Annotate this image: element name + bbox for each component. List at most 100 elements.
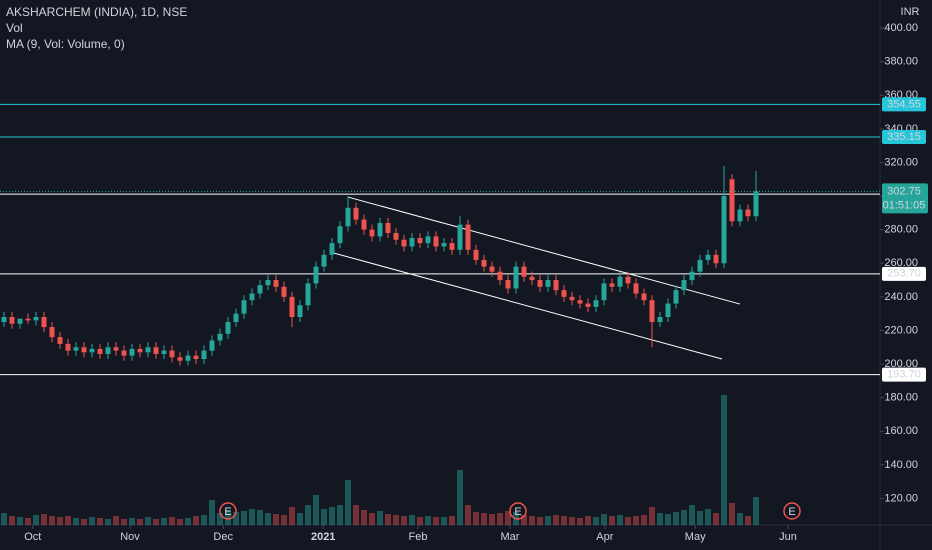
- candle-body: [345, 207, 351, 227]
- candle-body: [537, 280, 543, 287]
- candle-body: [289, 296, 295, 318]
- volume-bar: [689, 505, 695, 525]
- volume-bar: [697, 511, 703, 525]
- volume-bar: [201, 515, 207, 525]
- volume-bar: [729, 503, 735, 525]
- volume-bar: [505, 511, 511, 525]
- volume-bar: [161, 518, 167, 525]
- x-tick-label: Jun: [779, 531, 797, 543]
- volume-bar: [41, 514, 47, 525]
- volume-bar: [129, 518, 135, 525]
- y-tick-label: 180.00: [884, 392, 918, 404]
- volume-bar: [457, 470, 463, 525]
- candle-body: [681, 280, 687, 291]
- y-tick-label: 400.00: [884, 22, 918, 34]
- candle-body: [161, 350, 167, 354]
- volume-bar: [33, 515, 39, 525]
- level-label-bg: [882, 266, 926, 281]
- candle-body: [249, 293, 255, 301]
- volume-bar: [321, 509, 327, 525]
- candle-body: [177, 357, 183, 361]
- volume-bar: [97, 518, 103, 525]
- candle-body: [329, 243, 335, 255]
- volume-bar: [641, 515, 647, 525]
- candle-body: [81, 347, 87, 353]
- candle-body: [297, 305, 303, 318]
- event-label: E: [224, 506, 231, 518]
- volume-bar: [465, 505, 471, 525]
- volume-bar: [185, 518, 191, 525]
- volume-bar: [265, 513, 271, 525]
- volume-bar: [569, 517, 575, 525]
- countdown-label: 01:51:05: [883, 199, 926, 211]
- candle-body: [137, 348, 143, 353]
- indicator-label[interactable]: Vol: [6, 21, 23, 35]
- candle-body: [577, 300, 583, 304]
- candle-body: [713, 254, 719, 264]
- volume-bar: [305, 505, 311, 525]
- candle-body: [273, 280, 279, 287]
- volume-bar: [633, 516, 639, 525]
- candle-body: [449, 243, 455, 250]
- volume-bar: [705, 509, 711, 525]
- volume-bar: [393, 515, 399, 525]
- candle-body: [737, 209, 743, 222]
- candle-body: [625, 276, 631, 284]
- candle-body: [689, 271, 695, 281]
- candle-body: [745, 209, 751, 217]
- y-tick-label: 380.00: [884, 56, 918, 68]
- volume-bar: [257, 510, 263, 525]
- candle-body: [25, 318, 31, 321]
- volume-bar: [721, 395, 727, 525]
- candle-body: [721, 196, 727, 264]
- last-price-bg: [882, 183, 928, 214]
- candle-body: [153, 347, 159, 354]
- candle-body: [585, 303, 591, 307]
- level-label-bg: [882, 367, 926, 382]
- candle-body: [521, 266, 527, 277]
- volume-bar: [241, 511, 247, 525]
- volume-bar: [329, 507, 335, 525]
- volume-bar: [353, 505, 359, 525]
- candle-body: [649, 300, 655, 323]
- volume-bar: [473, 512, 479, 525]
- volume-bar: [169, 517, 175, 525]
- candle-body: [505, 280, 511, 289]
- candle-body: [385, 222, 391, 234]
- channel-line: [347, 196, 741, 305]
- indicator-label[interactable]: MA (9, Vol: Volume, 0): [6, 37, 125, 51]
- candle-body: [561, 290, 567, 297]
- volume-bar: [25, 518, 31, 525]
- volume-bar: [65, 516, 71, 525]
- volume-bar: [89, 517, 95, 525]
- candle-body: [481, 259, 487, 267]
- volume-bar: [601, 514, 607, 525]
- volume-bar: [17, 517, 23, 525]
- candle-body: [169, 350, 175, 358]
- y-tick-label: 280.00: [884, 224, 918, 236]
- candle-body: [513, 266, 519, 289]
- x-tick-label: Apr: [596, 531, 613, 543]
- event-label: E: [788, 506, 795, 518]
- candle-body: [257, 285, 263, 294]
- volume-bar: [401, 516, 407, 525]
- candle-body: [217, 333, 223, 341]
- volume-bar: [385, 514, 391, 525]
- volume-bar: [617, 515, 623, 525]
- x-tick-label: Dec: [213, 531, 233, 543]
- event-marker: [509, 502, 527, 520]
- candle-body: [417, 238, 423, 244]
- candle-body: [641, 293, 647, 301]
- candle-body: [9, 317, 15, 324]
- candle-body: [225, 322, 231, 334]
- volume-bar: [113, 516, 119, 525]
- candle-body: [281, 286, 287, 297]
- volume-bar: [625, 517, 631, 525]
- candle-body: [441, 243, 447, 247]
- volume-bar: [73, 518, 79, 525]
- level-label: 354.55: [887, 98, 921, 110]
- level-label: 335.15: [887, 131, 921, 143]
- volume-bar: [193, 516, 199, 525]
